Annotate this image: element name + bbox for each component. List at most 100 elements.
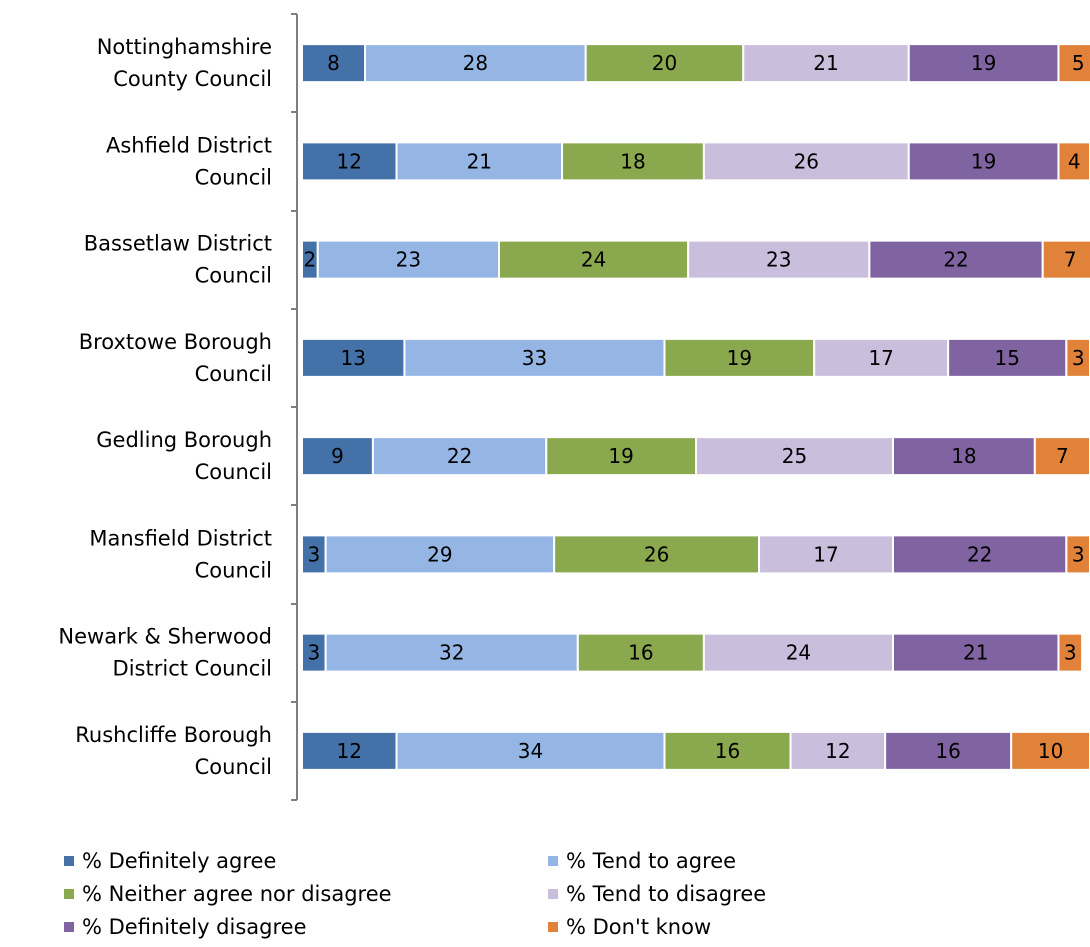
legend-label: % Neither agree nor disagree <box>82 882 392 906</box>
legend-item-tend-to-disagree: % Tend to disagree <box>546 879 766 909</box>
data-label: 16 <box>628 641 653 665</box>
data-label: 12 <box>825 739 850 763</box>
bar-segment-tend-to-agree <box>364 43 587 84</box>
data-label: 7 <box>1064 248 1077 272</box>
bar-segment-neither-agree-nor-disagree <box>553 534 761 575</box>
legend-label: % Tend to disagree <box>566 882 767 906</box>
data-label: 19 <box>608 444 633 468</box>
chart-legend: % Definitely agree % Tend to agree % Neith… <box>0 842 1090 942</box>
bar-segment-tend-to-agree <box>395 141 564 182</box>
data-label: 17 <box>813 542 838 566</box>
category-label: Newark & Sherwood District Council <box>58 625 272 681</box>
bar-segment-tend-to-agree <box>403 337 666 378</box>
legend-swatch <box>546 854 560 868</box>
data-label: 18 <box>951 444 976 468</box>
category-label: Nottinghamshire County Council <box>97 35 272 91</box>
data-label: 3 <box>307 542 320 566</box>
data-label: 19 <box>727 346 752 370</box>
data-label: 21 <box>467 149 492 173</box>
bar-segment-definitely-disagree <box>907 141 1060 182</box>
bar-segment-definitely-disagree <box>868 239 1044 280</box>
data-label: 12 <box>337 739 362 763</box>
bar-segment-tend-to-disagree <box>742 43 910 84</box>
data-label: 26 <box>644 542 669 566</box>
bar-segment-tend-to-disagree <box>758 534 894 575</box>
bar-segment-definitely-agree <box>301 141 398 182</box>
bar-segment-don-t-know <box>1057 632 1084 673</box>
bar-segment-tend-to-disagree <box>789 730 887 771</box>
data-label: 29 <box>427 542 452 566</box>
data-label: 28 <box>463 51 488 75</box>
category-label: Ashfield District Council <box>106 133 272 189</box>
data-label: 3 <box>1072 542 1085 566</box>
legend-swatch <box>62 920 76 934</box>
bar-segment-don-t-know <box>1041 239 1090 280</box>
category-label: Broxtowe Borough Council <box>79 330 272 386</box>
bar-segment-don-t-know <box>1010 730 1090 771</box>
data-label: 4 <box>1068 149 1081 173</box>
category-label: Rushcliffe Borough Council <box>75 723 272 779</box>
data-label: 32 <box>439 641 464 665</box>
bar-segment-tend-to-agree <box>395 730 666 771</box>
bar-segment-definitely-disagree <box>907 43 1060 84</box>
data-label: 16 <box>715 739 740 763</box>
data-label: 12 <box>337 149 362 173</box>
category-label: Gedling Borough Council <box>96 428 272 484</box>
data-label: 2 <box>304 248 317 272</box>
bar-segment-don-t-know <box>1033 436 1090 477</box>
data-label: 20 <box>652 51 677 75</box>
bar-segment-don-t-know <box>1057 141 1090 182</box>
bar-segment-tend-to-agree <box>324 632 579 673</box>
data-label: 10 <box>1038 739 1063 763</box>
legend-swatch <box>62 887 76 901</box>
legend-label: % Definitely disagree <box>82 915 307 939</box>
stacked-bar-chart: Nottinghamshire County Council 8 28 20 21 19 5 A… <box>58 13 1090 801</box>
legend-label: % Don't know <box>566 915 712 939</box>
bar-segment-definitely-agree <box>301 730 398 771</box>
data-label: 8 <box>327 51 340 75</box>
data-label: 13 <box>340 346 365 370</box>
data-label: 16 <box>935 739 960 763</box>
legend-item-neither-agree-nor-disagree: % Neither agree nor disagree <box>62 879 392 909</box>
bar-segment-don-t-know <box>1057 43 1090 84</box>
legend-swatch <box>546 887 560 901</box>
data-label: 21 <box>963 641 988 665</box>
bar-segment-tend-to-disagree <box>813 337 950 378</box>
bar-segment-definitely-agree <box>301 436 374 477</box>
data-label: 22 <box>447 444 472 468</box>
data-label: 24 <box>581 248 606 272</box>
category-label: Bassetlaw District Council <box>84 232 272 288</box>
data-label: 24 <box>786 641 811 665</box>
bar-segment-definitely-disagree <box>892 534 1068 575</box>
data-label: 22 <box>943 248 968 272</box>
data-label: 17 <box>868 346 893 370</box>
legend-item-definitely-disagree: % Definitely disagree <box>62 912 307 942</box>
bar-segment-neither-agree-nor-disagree <box>561 141 705 182</box>
bar-segment-neither-agree-nor-disagree <box>584 43 745 84</box>
data-label: 3 <box>1064 641 1077 665</box>
bar-segment-definitely-disagree <box>884 730 1013 771</box>
data-label: 22 <box>967 542 992 566</box>
data-label: 9 <box>331 444 344 468</box>
data-label: 21 <box>813 51 838 75</box>
legend-item-tend-to-agree: % Tend to agree <box>546 846 736 876</box>
data-label: 19 <box>971 149 996 173</box>
data-label: 5 <box>1072 51 1085 75</box>
bar-segment-tend-to-disagree <box>695 436 894 477</box>
legend-swatch <box>62 854 76 868</box>
data-label: 3 <box>307 641 320 665</box>
data-label: 25 <box>782 444 807 468</box>
bar-segment-definitely-disagree <box>892 632 1060 673</box>
data-label: 7 <box>1056 444 1069 468</box>
bar-segment-definitely-disagree <box>947 337 1068 378</box>
legend-label: % Definitely agree <box>82 849 277 873</box>
data-label: 18 <box>620 149 645 173</box>
bar-segment-definitely-agree <box>301 337 406 378</box>
bar-segment-neither-agree-nor-disagree <box>545 436 698 477</box>
legend-label: % Tend to agree <box>566 849 737 873</box>
legend-item-don-t-know: % Don't know <box>546 912 711 942</box>
bar-segment-tend-to-disagree <box>702 632 894 673</box>
data-label: 26 <box>794 149 819 173</box>
data-label: 15 <box>995 346 1020 370</box>
data-label: 19 <box>971 51 996 75</box>
